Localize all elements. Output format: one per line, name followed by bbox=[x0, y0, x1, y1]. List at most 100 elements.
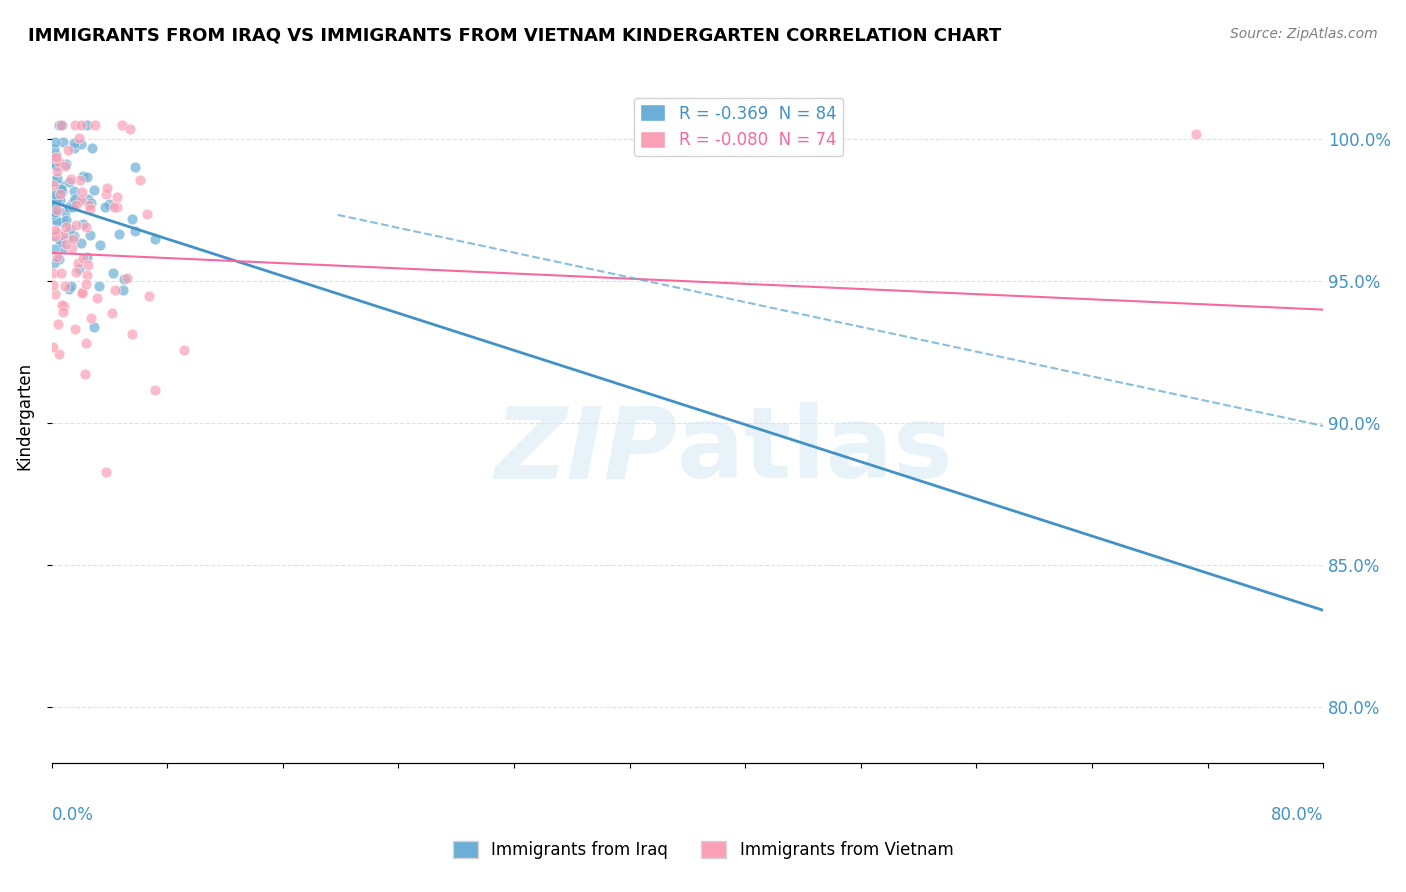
Point bbox=[42, 148, 65, 162]
Point bbox=[138, 289, 160, 303]
Point bbox=[45, 194, 67, 208]
Point bbox=[77, 198, 100, 212]
Point bbox=[46, 203, 69, 218]
Point bbox=[79, 202, 101, 216]
Point bbox=[49, 178, 72, 192]
Point bbox=[135, 207, 157, 221]
Point bbox=[67, 261, 90, 276]
Point bbox=[80, 310, 103, 325]
Text: Source: ZipAtlas.com: Source: ZipAtlas.com bbox=[1230, 27, 1378, 41]
Point bbox=[49, 182, 72, 196]
Point bbox=[53, 299, 76, 313]
Point bbox=[80, 195, 103, 210]
Point bbox=[44, 205, 66, 219]
Point bbox=[1185, 127, 1208, 141]
Point bbox=[45, 193, 67, 207]
Point bbox=[83, 183, 105, 197]
Y-axis label: Kindergarten: Kindergarten bbox=[15, 362, 32, 470]
Point bbox=[51, 182, 73, 196]
Point bbox=[124, 160, 146, 174]
Point bbox=[49, 232, 72, 246]
Point bbox=[51, 184, 73, 198]
Point bbox=[45, 226, 67, 240]
Point bbox=[75, 220, 97, 235]
Point bbox=[46, 318, 69, 332]
Point bbox=[98, 197, 121, 211]
Point bbox=[44, 286, 66, 301]
Point bbox=[51, 266, 73, 280]
Point bbox=[45, 204, 67, 219]
Point bbox=[46, 171, 69, 186]
Point bbox=[58, 175, 80, 189]
Point bbox=[77, 258, 100, 272]
Point bbox=[72, 169, 94, 183]
Point bbox=[75, 335, 97, 350]
Point bbox=[48, 187, 70, 202]
Legend: R = -0.369  N = 84, R = -0.080  N = 74: R = -0.369 N = 84, R = -0.080 N = 74 bbox=[634, 98, 844, 156]
Point bbox=[51, 118, 73, 132]
Point bbox=[70, 235, 93, 250]
Point bbox=[49, 227, 72, 242]
Point bbox=[65, 218, 87, 232]
Point bbox=[55, 213, 77, 227]
Point bbox=[65, 197, 87, 211]
Point bbox=[42, 196, 65, 211]
Text: atlas: atlas bbox=[676, 402, 953, 500]
Point bbox=[42, 340, 65, 354]
Point bbox=[45, 187, 67, 202]
Point bbox=[53, 160, 76, 174]
Point bbox=[45, 149, 67, 163]
Point bbox=[67, 256, 90, 270]
Point bbox=[84, 118, 107, 132]
Point bbox=[101, 266, 124, 280]
Text: IMMIGRANTS FROM IRAQ VS IMMIGRANTS FROM VIETNAM KINDERGARTEN CORRELATION CHART: IMMIGRANTS FROM IRAQ VS IMMIGRANTS FROM … bbox=[28, 27, 1001, 45]
Point bbox=[111, 118, 134, 132]
Point bbox=[58, 200, 80, 214]
Point bbox=[143, 232, 166, 246]
Point bbox=[66, 194, 89, 208]
Point bbox=[76, 118, 98, 132]
Point bbox=[46, 157, 69, 171]
Point bbox=[42, 229, 65, 244]
Point bbox=[55, 236, 77, 251]
Point bbox=[60, 241, 83, 255]
Point bbox=[80, 141, 103, 155]
Point bbox=[42, 156, 65, 170]
Point bbox=[46, 214, 69, 228]
Point bbox=[42, 156, 65, 170]
Point bbox=[94, 187, 117, 202]
Point bbox=[62, 232, 84, 246]
Point bbox=[112, 272, 135, 286]
Point bbox=[45, 205, 67, 219]
Point bbox=[53, 204, 76, 219]
Point bbox=[173, 343, 195, 357]
Point bbox=[48, 235, 70, 249]
Point bbox=[63, 192, 86, 206]
Point bbox=[69, 173, 91, 187]
Text: 80.0%: 80.0% bbox=[1271, 806, 1323, 824]
Point bbox=[42, 243, 65, 257]
Point bbox=[45, 164, 67, 178]
Point bbox=[48, 118, 70, 132]
Point bbox=[56, 143, 79, 157]
Point bbox=[49, 189, 72, 203]
Point bbox=[70, 285, 93, 299]
Point bbox=[60, 171, 83, 186]
Point bbox=[70, 194, 93, 208]
Point bbox=[44, 135, 66, 149]
Point bbox=[46, 250, 69, 264]
Point bbox=[62, 141, 84, 155]
Point bbox=[75, 277, 97, 291]
Point bbox=[76, 250, 98, 264]
Point bbox=[121, 212, 143, 227]
Point bbox=[83, 319, 105, 334]
Point bbox=[55, 157, 77, 171]
Point bbox=[121, 326, 143, 341]
Point bbox=[44, 186, 66, 201]
Point bbox=[120, 121, 142, 136]
Point bbox=[63, 118, 86, 132]
Point bbox=[67, 131, 90, 145]
Point bbox=[105, 190, 128, 204]
Point bbox=[55, 219, 77, 234]
Point bbox=[52, 227, 75, 242]
